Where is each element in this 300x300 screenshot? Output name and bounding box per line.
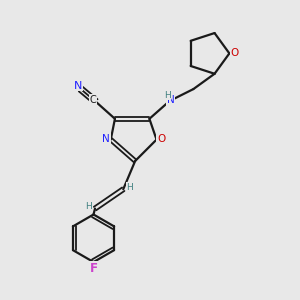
Text: N: N	[167, 95, 174, 105]
Text: H: H	[126, 183, 133, 192]
Text: H: H	[85, 202, 92, 211]
Text: O: O	[157, 134, 165, 144]
Text: H: H	[164, 91, 171, 100]
Text: N: N	[74, 80, 82, 91]
Text: N: N	[102, 134, 110, 144]
Text: O: O	[231, 48, 239, 58]
Text: C: C	[90, 95, 97, 105]
Text: F: F	[89, 262, 98, 275]
